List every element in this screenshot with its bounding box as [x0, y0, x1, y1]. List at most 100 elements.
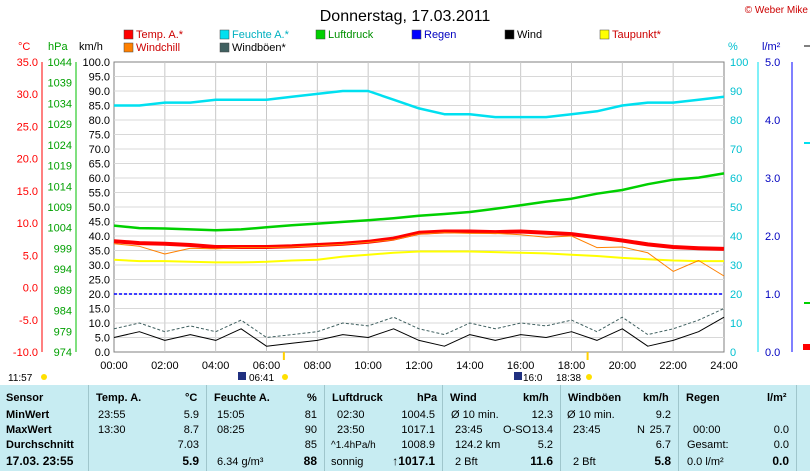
pressure-min-time: 02:30: [337, 409, 365, 421]
pressure-tick-label: 1009: [48, 202, 72, 214]
pressure-current: ↑1017.1: [392, 454, 435, 468]
humidity-tick-label: 40: [730, 231, 742, 243]
wind-tick-label: 35.0: [89, 246, 110, 258]
temp-tick-label: 0.0: [23, 283, 38, 295]
wind-tick-label: 100.0: [82, 57, 110, 69]
legend-label: Taupunkt*: [612, 29, 662, 41]
temp-tick-label: 10.0: [17, 218, 38, 230]
pressure-tick-label: 984: [54, 306, 72, 318]
temp-min-time: 23:55: [98, 409, 126, 421]
sunrise-icon: [238, 372, 246, 380]
sun-markers: 11:57 06:41 16:0 18:38: [8, 352, 592, 384]
temp-max: 8.7: [183, 424, 199, 436]
x-tick-label: 16:00: [507, 360, 535, 372]
legend-label: Feuchte A.*: [232, 29, 290, 41]
rain-tick-label: 1.0: [765, 289, 780, 301]
gusts-header: Windböen: [568, 392, 622, 404]
rain-time: 00:00: [693, 424, 721, 436]
humidity-tick-label: 60: [730, 173, 742, 185]
x-tick-label: 12:00: [405, 360, 433, 372]
sunset-label: 18:38: [556, 373, 581, 384]
pressure-header: Luftdruck: [332, 392, 383, 404]
pressure-tick-label: 1004: [48, 223, 72, 235]
row-current-label: 17.03. 23:55: [6, 454, 74, 468]
humidity-tick-label: 50: [730, 202, 742, 214]
pressure-tick-label: 1019: [48, 161, 72, 173]
rain-tick-label: 5.0: [765, 57, 780, 69]
humidity-unit: %: [307, 392, 317, 404]
temp-tick-label: 35.0: [17, 57, 38, 69]
rain-tick-label: 4.0: [765, 115, 780, 127]
rain-axis-unit: l/m²: [762, 41, 781, 53]
temp-tick-label: 15.0: [17, 186, 38, 198]
humidity-tick-label: 100: [730, 57, 748, 69]
rain-column: Regen l/m² 00:00 0.0 Gesamt: 0.0 0.0 l/m…: [678, 385, 797, 471]
right-edge-fragment: [803, 45, 810, 350]
wind-tick-label: 40.0: [89, 231, 110, 243]
x-tick-label: 22:00: [659, 360, 687, 372]
humidity-tick-label: 80: [730, 115, 742, 127]
rain-tick-label: 3.0: [765, 173, 780, 185]
row-max-label: MaxWert: [6, 424, 52, 436]
weather-condition: sonnig: [331, 456, 364, 468]
series-windchill-line: [113, 232, 725, 277]
gusts-avg: 6.7: [655, 439, 671, 451]
series-windb-en-line: [113, 308, 725, 338]
moon-label: 16:0: [523, 373, 543, 384]
gusts-max-dir: N: [637, 424, 645, 436]
humidity-avg: 85: [304, 439, 317, 451]
humidity-tick-label: 10: [730, 318, 742, 330]
sensor-header: Sensor: [6, 392, 44, 404]
wind-avg10-label: Ø 10 min.: [451, 409, 499, 421]
wind-tick-label: 0.0: [95, 347, 110, 359]
humidity-header: Feuchte A.: [214, 392, 270, 404]
temp-tick-label: 5.0: [23, 250, 38, 262]
pressure-axis-unit: hPa: [48, 41, 68, 53]
gusts-avg10-label: Ø 10 min.: [567, 409, 615, 421]
x-tick-label: 14:00: [456, 360, 484, 372]
wind-tick-label: 25.0: [89, 275, 110, 287]
wind-distance: 124.2 km: [455, 439, 501, 451]
left-time-label: 11:57: [8, 373, 33, 384]
left-sun-icon: [41, 374, 47, 380]
wind-tick-label: 60.0: [89, 173, 110, 185]
legend-swatch: [411, 29, 422, 40]
wind-unit: km/h: [523, 392, 549, 404]
temp-header: Temp. A.: [96, 392, 142, 404]
wind-axis-unit: km/h: [79, 41, 103, 53]
pressure-tick-label: 994: [54, 264, 72, 276]
gusts-current: 5.8: [654, 454, 671, 468]
gusts-max: 25.7: [649, 424, 671, 436]
wind-tick-label: 15.0: [89, 304, 110, 316]
pressure-tick-label: 1039: [48, 78, 72, 90]
wind-tick-label: 95.0: [89, 72, 110, 84]
humidity-min: 81: [304, 409, 317, 421]
pressure-tick-label: 989: [54, 285, 72, 297]
pressure-tick-label: 999: [54, 243, 72, 255]
pressure-avg: 1008.9: [401, 439, 435, 451]
gusts-unit: km/h: [643, 392, 669, 404]
legend-swatch: [599, 29, 610, 40]
wind-current: 11.6: [530, 454, 553, 468]
legend-label: Temp. A.*: [136, 29, 184, 41]
humidity-tick-label: 70: [730, 144, 742, 156]
humidity-max-time: 08:25: [217, 424, 245, 436]
moon-icon: [514, 372, 522, 380]
pressure-max: 1017.1: [401, 424, 435, 436]
pressure-min: 1004.5: [401, 409, 435, 421]
wind-tick-label: 70.0: [89, 144, 110, 156]
series-group: [113, 89, 725, 347]
gusts-column: Windböen km/h Ø 10 min. 9.2 23:45 N 25.7…: [560, 385, 679, 471]
series-luftdruck-line: [113, 172, 725, 232]
wind-column: Wind km/h Ø 10 min. 12.3 23:45 O-SO 13.4…: [442, 385, 561, 471]
gusts-avg10: 9.2: [655, 409, 671, 421]
legend-label: Wind: [517, 29, 542, 41]
wind-header: Wind: [450, 392, 477, 404]
rain-tick-label: 0.0: [765, 347, 780, 359]
wind-tick-label: 80.0: [89, 115, 110, 127]
humidity-tick-label: 20: [730, 289, 742, 301]
temp-tick-label: 25.0: [17, 121, 38, 133]
legend-swatch: [504, 29, 515, 40]
x-tick-label: 20:00: [609, 360, 637, 372]
wind-avg: 5.2: [537, 439, 553, 451]
